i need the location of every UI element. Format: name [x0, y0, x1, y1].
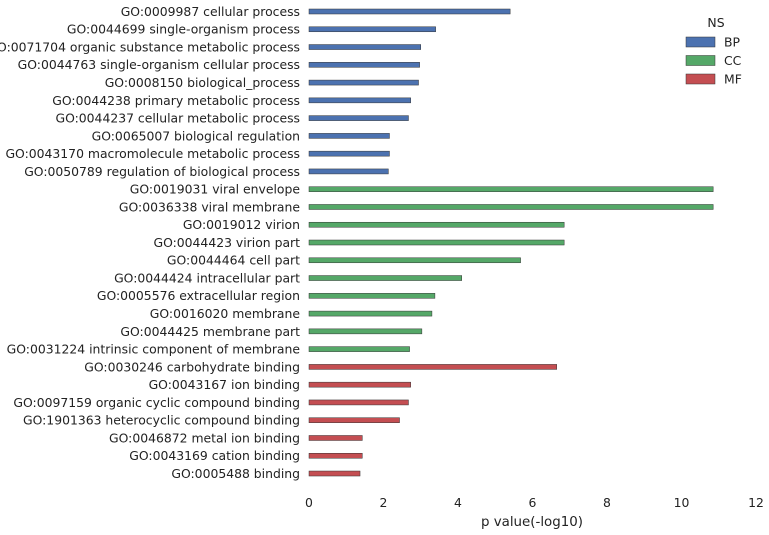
bar-bp — [308, 150, 390, 157]
bar-bp — [308, 168, 389, 175]
category-label: GO:0044425 membrane part — [120, 324, 300, 339]
category-label: GO:0050789 regulation of biological proc… — [24, 164, 300, 179]
bar-mf — [308, 417, 400, 423]
legend-label-bp: BP — [724, 34, 741, 49]
category-labels: GO:0009987 cellular process GO:0044699 si… — [0, 4, 300, 481]
bar-cc — [308, 204, 714, 210]
category-label: GO:0005576 extracellular region — [97, 288, 300, 303]
category-label: GO:0044763 single-organism cellular proc… — [18, 57, 300, 72]
bar-cc — [308, 293, 436, 299]
bar-mf — [308, 364, 557, 370]
category-label: GO:0036338 viral membrane — [119, 199, 300, 214]
bar-mf — [308, 453, 363, 459]
x-tick-label: 12 — [748, 495, 764, 510]
bar-bp — [308, 26, 436, 33]
legend: NS BP CC MF — [685, 15, 742, 86]
legend-swatch-cc — [685, 55, 716, 66]
category-label: GO:0044424 intracellular part — [114, 270, 300, 285]
category-label: GO:0031224 intrinsic component of membra… — [7, 342, 300, 357]
bar-mf — [308, 381, 411, 388]
bar-cc — [308, 239, 565, 246]
category-label: GO:0046872 metal ion binding — [109, 430, 300, 445]
bars-layer — [308, 8, 714, 477]
bar-mf — [308, 399, 409, 406]
x-axis-ticks: 0 2 4 6 8 10 12 — [305, 495, 764, 510]
bar-cc — [308, 328, 423, 335]
bar-cc — [308, 186, 714, 192]
legend-swatch-mf — [685, 73, 716, 85]
category-label: GO:0009987 cellular process — [121, 4, 300, 19]
category-label: GO:0005488 binding — [171, 466, 300, 481]
bar-cc — [308, 257, 521, 264]
category-label: GO:0008150 biological_process — [105, 75, 300, 90]
bar-cc — [308, 275, 462, 281]
x-axis-label: p value(-log10) — [481, 515, 583, 530]
legend-label-cc: CC — [724, 53, 741, 68]
bar-bp — [308, 79, 419, 86]
bar-bp — [308, 133, 390, 139]
legend-label-mf: MF — [724, 71, 742, 86]
bar-cc — [308, 221, 565, 228]
category-label: GO:0044423 virion part — [153, 235, 300, 250]
bar-bp — [308, 62, 420, 68]
category-label: GO:1901363 heterocyclic compound binding — [23, 413, 300, 428]
legend-swatch-bp — [685, 36, 716, 48]
category-label: GO:0030246 carbohydrate binding — [84, 359, 300, 374]
bar-cc — [308, 346, 410, 352]
category-label: GO:0016020 membrane — [150, 306, 300, 321]
x-tick-label: 4 — [454, 495, 462, 510]
x-tick-label: 8 — [603, 495, 611, 510]
category-label: GO:0071704 organic substance metabolic p… — [0, 39, 300, 54]
category-label: GO:0044699 single-organism process — [67, 22, 300, 37]
bar-bp — [308, 115, 409, 121]
category-label: GO:0044237 cellular metabolic process — [55, 111, 300, 126]
category-label: GO:0043169 cation binding — [129, 448, 300, 463]
legend-title: NS — [707, 15, 724, 30]
bar-bp — [308, 44, 421, 50]
bar-mf — [308, 470, 361, 477]
bar-cc — [308, 310, 433, 317]
x-tick-label: 0 — [305, 495, 313, 510]
category-label: GO:0043167 ion binding — [149, 377, 300, 392]
bar-mf — [308, 435, 363, 441]
category-label: GO:0044238 primary metabolic process — [52, 93, 300, 108]
x-tick-label: 10 — [674, 495, 690, 510]
category-label: GO:0065007 biological regulation — [92, 128, 300, 143]
category-label: GO:0044464 cell part — [167, 253, 300, 268]
bar-bp — [308, 8, 511, 15]
x-tick-label: 2 — [380, 495, 388, 510]
bar-bp — [308, 97, 411, 104]
category-label: GO:0097159 organic cyclic compound bindi… — [13, 395, 300, 410]
category-label: GO:0019031 viral envelope — [130, 182, 300, 197]
category-label: GO:0019012 virion — [183, 217, 300, 232]
category-label: GO:0043170 macromolecule metabolic proce… — [5, 146, 300, 161]
x-tick-label: 6 — [529, 495, 537, 510]
